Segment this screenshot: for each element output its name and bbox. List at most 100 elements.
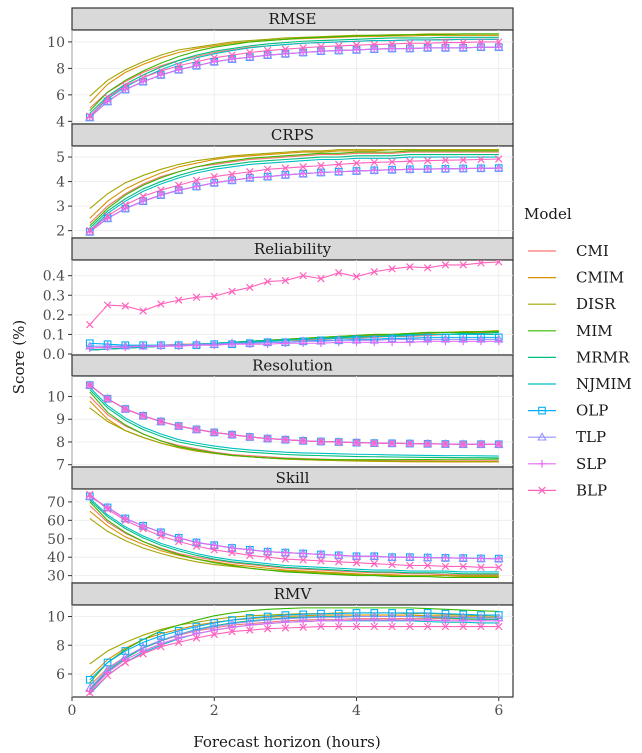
data-point-olp <box>423 609 432 617</box>
series-line-mim <box>89 501 499 579</box>
series-line-blp <box>89 158 499 232</box>
data-point-slp <box>423 44 432 52</box>
data-point-blp <box>423 622 432 631</box>
data-point-slp <box>317 617 325 625</box>
data-point-slp <box>494 617 503 625</box>
facet-title: CRPS <box>271 126 314 144</box>
data-point-blp <box>157 186 165 194</box>
data-point-blp <box>388 40 396 48</box>
data-point-blp <box>228 627 236 636</box>
data-point-blp <box>495 440 503 448</box>
data-point-slp <box>317 550 325 559</box>
data-point-slp <box>246 546 254 554</box>
data-point-blp <box>86 320 94 329</box>
series-line-mim <box>89 150 499 227</box>
data-point-olp <box>228 616 236 624</box>
data-point-blp <box>299 44 307 52</box>
data-point-blp <box>423 39 432 47</box>
legend-label: BLP <box>576 481 607 499</box>
data-point-slp <box>370 338 379 347</box>
data-point-blp <box>441 156 450 164</box>
data-point-blp <box>228 170 236 178</box>
data-point-slp <box>210 541 219 550</box>
data-point-blp <box>121 81 130 90</box>
data-point-slp <box>441 165 450 173</box>
data-point-slp <box>334 167 343 176</box>
data-point-slp <box>103 343 112 351</box>
data-point-slp <box>174 534 183 542</box>
data-point-blp <box>477 622 485 631</box>
legend-label: DISR <box>576 295 616 313</box>
data-point-blp <box>263 165 272 174</box>
data-point-slp <box>299 48 307 57</box>
data-point-blp <box>139 73 147 82</box>
data-point-blp <box>352 559 361 567</box>
data-point-slp <box>228 340 236 349</box>
series-line-mrmr <box>89 389 499 459</box>
data-point-slp <box>192 182 201 191</box>
data-point-blp <box>423 156 432 165</box>
data-point-blp <box>121 658 130 667</box>
series-line-mim <box>89 391 499 461</box>
series-group <box>85 149 504 236</box>
data-point-slp <box>103 97 112 106</box>
y-tick-label: 0.2 <box>43 308 65 324</box>
series-line-mrmr <box>89 154 499 229</box>
x-axis: 0 2 4 6 <box>68 697 503 719</box>
data-point-slp <box>85 687 94 696</box>
data-point-slp <box>388 165 396 174</box>
data-point-blp <box>263 434 272 443</box>
data-point-slp <box>85 113 94 122</box>
legend-label: MIM <box>576 322 613 340</box>
data-point-blp <box>477 563 485 572</box>
legend-item-slp: SLP <box>528 455 606 473</box>
data-point-blp <box>406 157 414 165</box>
series-group <box>85 607 504 697</box>
data-point-slp <box>210 341 219 350</box>
data-point-blp <box>210 428 218 437</box>
data-point-slp <box>459 44 468 52</box>
data-point-blp <box>441 261 450 269</box>
data-point-blp <box>281 276 290 285</box>
data-point-blp <box>441 38 450 47</box>
data-point-slp <box>85 228 94 236</box>
data-point-slp <box>334 46 343 55</box>
y-tick-label: 8 <box>56 435 65 451</box>
data-point-blp <box>192 176 201 185</box>
data-point-blp <box>157 67 165 75</box>
legend-marker <box>538 460 546 468</box>
data-point-blp <box>281 555 290 563</box>
data-point-olp <box>263 612 272 621</box>
data-point-slp <box>246 340 254 349</box>
data-point-slp <box>494 43 503 52</box>
data-point-slp <box>263 619 272 628</box>
data-point-blp <box>459 156 467 164</box>
data-point-blp <box>335 160 343 169</box>
data-point-blp <box>352 438 361 447</box>
data-point-slp <box>228 623 236 632</box>
data-point-olp <box>299 610 308 619</box>
data-point-slp <box>139 77 147 86</box>
data-point-slp <box>423 616 432 624</box>
data-point-blp <box>139 192 147 201</box>
data-point-slp <box>299 339 307 348</box>
data-point-blp <box>459 261 467 269</box>
data-point-blp <box>406 439 414 448</box>
y-tick-label: 60 <box>47 513 65 529</box>
data-point-olp <box>210 619 219 627</box>
data-point-blp <box>370 559 379 568</box>
data-point-blp <box>246 551 254 560</box>
data-point-blp <box>352 41 361 49</box>
data-point-blp <box>192 634 201 642</box>
data-point-slp <box>246 53 254 61</box>
data-point-blp <box>370 40 379 49</box>
panel-skill: Skill 30 40 50 60 70 <box>47 466 514 585</box>
data-point-slp <box>281 548 290 557</box>
data-point-blp <box>335 558 343 566</box>
data-point-blp <box>192 425 201 434</box>
series-line-disr <box>89 407 499 463</box>
series-line-njmim <box>89 386 499 457</box>
data-point-blp <box>210 172 218 181</box>
legend-marker <box>537 432 547 441</box>
data-point-blp <box>246 48 254 57</box>
